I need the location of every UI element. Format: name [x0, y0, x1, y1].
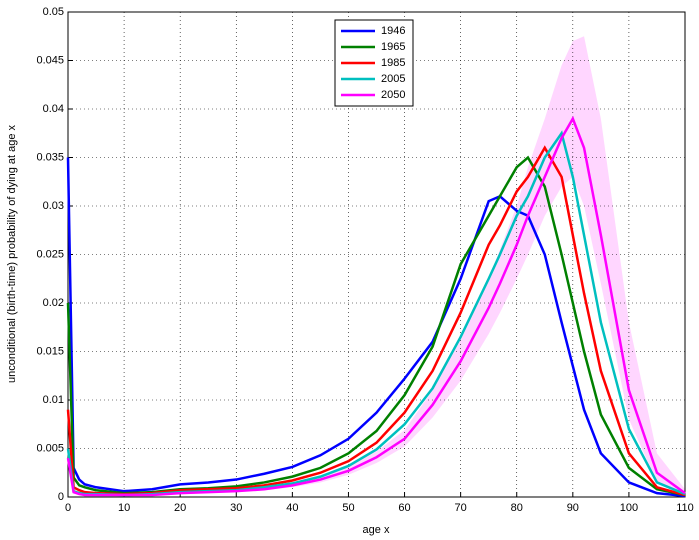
legend-label: 1985 — [381, 57, 405, 69]
x-tick-label: 100 — [620, 502, 638, 514]
y-tick-label: 0.015 — [36, 345, 64, 357]
legend-label: 2050 — [381, 89, 405, 101]
y-tick-label: 0 — [58, 491, 64, 503]
y-tick-label: 0.035 — [36, 151, 64, 163]
x-tick-label: 10 — [118, 502, 130, 514]
x-tick-label: 50 — [342, 502, 354, 514]
y-tick-label: 0.03 — [43, 200, 64, 212]
legend-label: 1965 — [381, 41, 405, 53]
series-line — [66, 155, 686, 497]
y-axis-label: unconditional (birth-time) probability o… — [6, 124, 18, 383]
legend-label: 2005 — [381, 73, 405, 85]
y-tick-label: 0.05 — [43, 6, 64, 18]
plot-frame — [67, 11, 686, 498]
y-tick-label: 0.01 — [43, 394, 64, 406]
x-tick-label: 70 — [455, 502, 467, 514]
y-tick-label: 0.04 — [43, 103, 64, 115]
series-line — [66, 157, 686, 498]
x-tick-label: 20 — [174, 502, 186, 514]
x-tick-label: 90 — [567, 502, 579, 514]
x-tick-label: 110 — [676, 502, 694, 514]
x-tick-label: 30 — [230, 502, 242, 514]
x-tick-label: 0 — [65, 502, 71, 514]
y-tick-label: 0.025 — [36, 248, 64, 260]
legend-label: 1946 — [381, 25, 405, 37]
y-tick-label: 0.045 — [36, 54, 64, 66]
x-tick-label: 60 — [398, 502, 410, 514]
x-tick-label: 80 — [511, 502, 523, 514]
y-tick-label: 0.02 — [43, 297, 64, 309]
series-line — [66, 115, 686, 497]
x-tick-label: 40 — [286, 502, 298, 514]
y-tick-label: 0.005 — [36, 442, 64, 454]
x-axis-label: age x — [363, 524, 390, 536]
